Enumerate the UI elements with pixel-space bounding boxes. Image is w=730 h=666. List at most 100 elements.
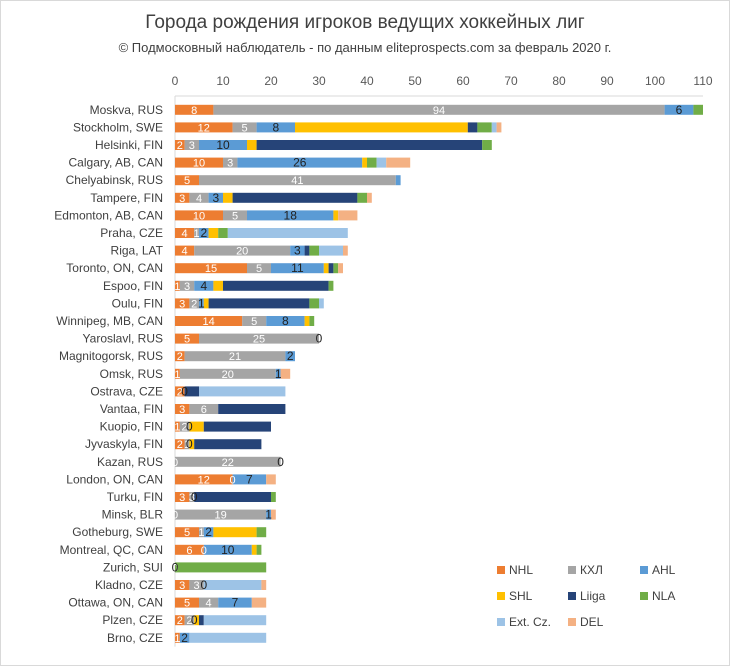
category-label: Chelyabinsk, RUS <box>66 173 163 187</box>
data-label: 3 <box>194 580 200 592</box>
bar-segment <box>376 157 387 168</box>
bar-segment <box>256 527 267 538</box>
category-label: Riga, LAT <box>111 244 164 258</box>
bar-segment <box>247 210 334 221</box>
bar-segment <box>194 615 199 626</box>
category-label: London, ON, CAN <box>66 472 163 486</box>
category-label: Turku, FIN <box>107 490 163 504</box>
bar-segment <box>247 263 271 274</box>
bar-segment <box>237 157 363 168</box>
bar-segment <box>482 140 492 150</box>
bar-segment <box>319 245 343 256</box>
category-label: Tampere, FIN <box>90 191 163 205</box>
bar-segment <box>175 316 243 326</box>
bar-segment <box>333 210 339 221</box>
bar-segment <box>175 386 185 397</box>
bar-segment <box>223 280 329 291</box>
bar-segment <box>194 228 199 238</box>
data-label: 3 <box>179 298 185 310</box>
bar-segment <box>175 632 180 643</box>
data-label: 4 <box>206 598 212 610</box>
bar-segment <box>175 562 267 573</box>
data-label: 0 <box>201 545 207 557</box>
bar-segment <box>213 104 665 115</box>
bar-segment <box>367 192 372 203</box>
data-label: 2 <box>205 525 212 539</box>
bar-segment <box>496 122 502 133</box>
data-label: 15 <box>205 263 217 275</box>
bar-segment <box>179 280 195 291</box>
bar-segment <box>175 263 247 274</box>
bar-segment <box>194 280 214 291</box>
category-label: Stockholm, SWE <box>73 120 163 134</box>
bar-segment <box>179 368 276 379</box>
data-label: 2 <box>182 422 188 434</box>
data-label: 1 <box>194 228 200 240</box>
x-tick-label: 20 <box>264 74 278 88</box>
bar-segment <box>203 527 214 538</box>
data-label: 3 <box>189 492 195 504</box>
data-label: 3 <box>294 244 301 258</box>
bar-segment <box>261 580 267 590</box>
bar-segment <box>175 104 214 115</box>
legend-label: Liiga <box>580 589 606 603</box>
bar-segment <box>309 316 315 326</box>
data-label: 3 <box>179 492 185 504</box>
category-label: Toronto, ON, CAN <box>66 261 163 275</box>
bar-segment <box>175 439 185 450</box>
category-label: Omsk, RUS <box>100 367 163 381</box>
data-label: 0 <box>181 384 188 398</box>
data-label: 0 <box>277 455 284 469</box>
data-label: 8 <box>191 105 197 117</box>
bar-segment <box>247 140 257 150</box>
category-label: Helsinki, FIN <box>95 138 163 152</box>
data-label: 3 <box>179 193 185 205</box>
data-label: 1 <box>174 369 180 381</box>
bar-segment <box>199 615 204 626</box>
bar-segment <box>218 228 228 238</box>
bar-segment <box>175 351 185 362</box>
category-label: Brno, CZE <box>107 631 163 645</box>
data-label: 2 <box>177 351 183 363</box>
data-label: 0 <box>172 510 178 522</box>
legend-swatch <box>640 566 648 574</box>
bar-segment <box>266 509 271 520</box>
data-label: 1 <box>198 296 205 310</box>
bar-segment <box>256 140 483 150</box>
data-label: 0 <box>230 474 236 486</box>
bar-segment <box>280 368 291 379</box>
legend-label: КХЛ <box>580 563 603 577</box>
data-label: 20 <box>222 369 234 381</box>
data-label: 0 <box>172 457 178 469</box>
data-label: 5 <box>184 175 190 187</box>
x-tick-label: 50 <box>408 74 422 88</box>
data-label: 6 <box>201 404 207 416</box>
data-label: 3 <box>179 404 185 416</box>
data-label: 19 <box>214 510 226 522</box>
bar-segment <box>194 245 291 256</box>
data-label: 10 <box>221 543 235 557</box>
bar-segment <box>295 122 468 133</box>
data-label: 5 <box>184 334 190 346</box>
bar-segment <box>199 333 319 344</box>
bar-segment <box>199 140 247 150</box>
category-label: Ottawa, ON, CAN <box>68 596 163 610</box>
data-label: 1 <box>198 527 204 539</box>
data-label: 0 <box>186 437 193 451</box>
bar-segment <box>232 192 358 203</box>
legend-swatch <box>568 618 576 626</box>
data-label: 7 <box>232 596 239 610</box>
bar-segment <box>189 632 267 643</box>
legend-label: NHL <box>509 563 533 577</box>
bar-segment <box>175 228 195 238</box>
category-label: Vantaa, FIN <box>100 402 163 416</box>
bar-segment <box>664 104 694 115</box>
bar-segment <box>333 263 339 274</box>
data-label: 2 <box>191 298 197 310</box>
bar-segment <box>175 580 190 590</box>
x-tick-label: 30 <box>312 74 326 88</box>
bar-segment <box>189 298 199 309</box>
bar-segment <box>256 122 295 133</box>
data-label: 8 <box>282 314 289 328</box>
